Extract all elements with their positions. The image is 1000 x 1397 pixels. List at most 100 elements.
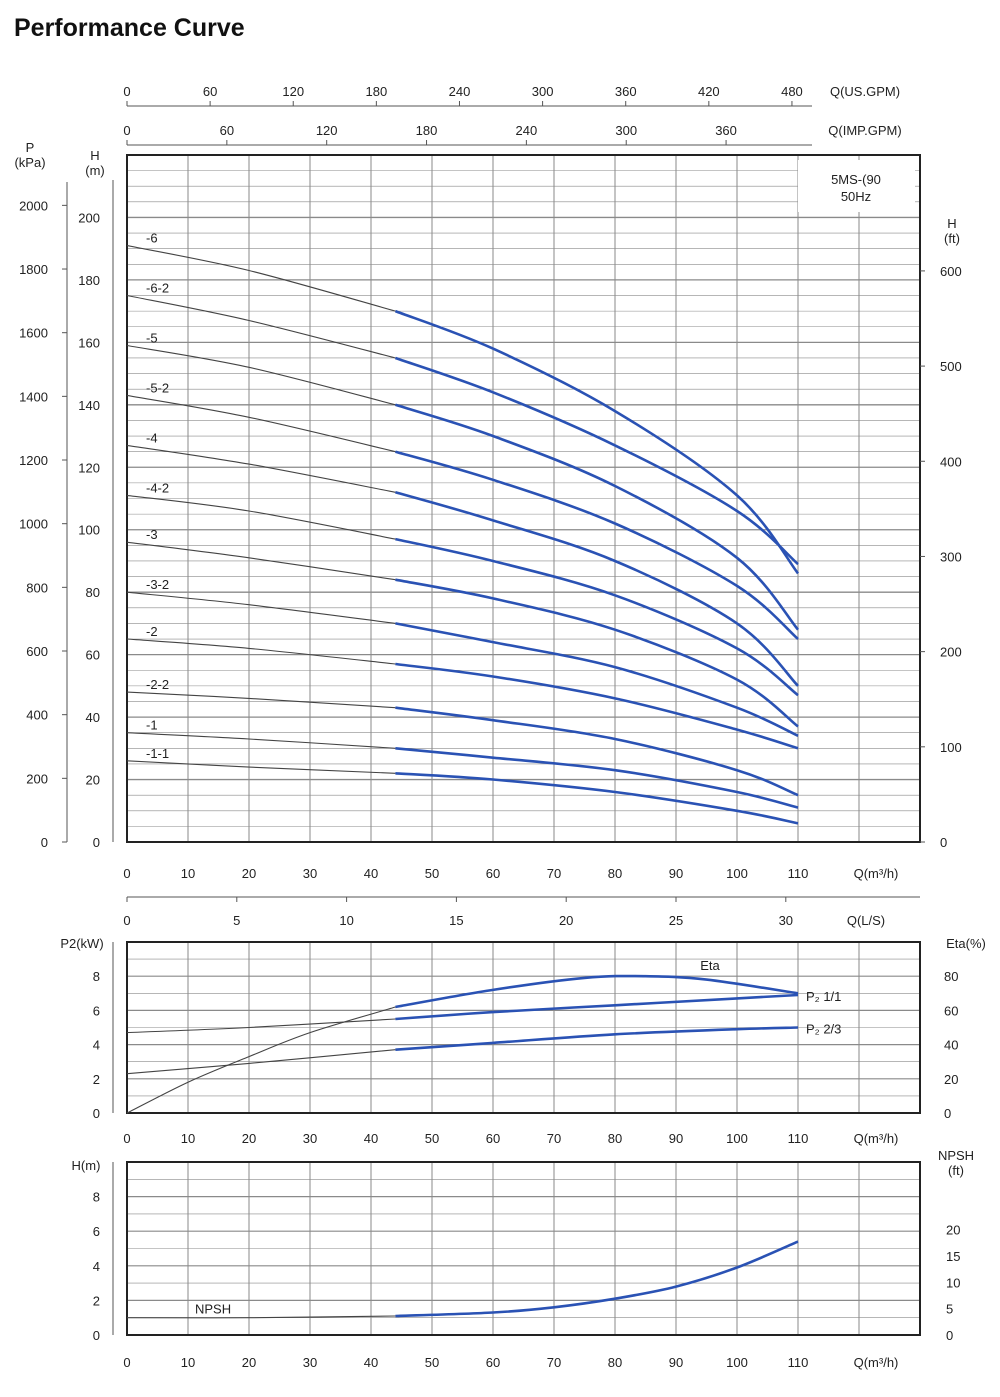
x-tick-label: 80 xyxy=(608,866,622,881)
model-label: 5MS-(90 xyxy=(831,172,881,187)
curve-line xyxy=(395,974,799,1009)
y-tick-label: 6 xyxy=(93,1003,100,1018)
curve-line xyxy=(395,1240,799,1318)
top-axis-tick-label: 0 xyxy=(123,913,130,928)
curve-line-low-flow xyxy=(126,1315,396,1319)
npsh-ft-tick-label: 15 xyxy=(946,1249,960,1264)
top-axis-tick-label: 20 xyxy=(559,913,573,928)
top-axis-tick-label: 5 xyxy=(233,913,240,928)
x-tick-label: 40 xyxy=(364,1131,378,1146)
y-axis-label: P2(kW) xyxy=(60,936,103,951)
y-tick-label: 200 xyxy=(78,210,100,225)
ft-tick-label: 0 xyxy=(940,835,947,850)
top-axis-tick-label: 300 xyxy=(532,84,554,99)
y-axis-label: H(m) xyxy=(72,1158,101,1173)
top-axis-tick-label: 360 xyxy=(715,123,737,138)
x-tick-label: 0 xyxy=(123,1131,130,1146)
top-axis-tick-label: 480 xyxy=(781,84,803,99)
x-tick-label: 30 xyxy=(303,866,317,881)
y-tick-label: 100 xyxy=(78,523,100,538)
top-axis-tick-label: 60 xyxy=(203,84,217,99)
kpa-tick-label: 1000 xyxy=(19,517,48,532)
x-tick-label: 10 xyxy=(181,866,195,881)
curve-line-low-flow xyxy=(126,494,396,540)
curve-line xyxy=(395,706,799,797)
kpa-tick-label: 1400 xyxy=(19,389,48,404)
curve-line xyxy=(395,491,799,687)
eta-axis-label: Eta(%) xyxy=(946,936,986,951)
curve-label: -2 xyxy=(146,624,158,639)
ft-tick-label: 200 xyxy=(940,645,962,660)
curve-label: -6 xyxy=(146,231,158,246)
kpa-tick-label: 600 xyxy=(26,644,48,659)
curve-line xyxy=(395,578,799,728)
curve-line xyxy=(394,309,800,575)
kpa-tick-label: 1600 xyxy=(19,326,48,341)
x-tick-label: 40 xyxy=(364,1355,378,1370)
curve-label: -3-2 xyxy=(146,577,169,592)
curve-label: -4-2 xyxy=(146,480,169,495)
curve-label: -5 xyxy=(146,330,158,345)
head-chart: 5MS-(90 50Hz 0 10 20 30 40 50 60 70 80 90 100 110 Q(m³… xyxy=(14,84,961,881)
x-axis-label: Q(m³/h) xyxy=(854,1131,899,1146)
x-tick-label: 100 xyxy=(726,1131,748,1146)
y-tick-label: 80 xyxy=(86,585,100,600)
top-axis-label: Q(L/S) xyxy=(847,913,885,928)
curve-line xyxy=(395,537,799,697)
top-axis-tick-label: 0 xyxy=(123,84,130,99)
curve-line-low-flow xyxy=(126,1049,396,1075)
curve-line xyxy=(395,450,799,640)
x-tick-label: 100 xyxy=(726,866,748,881)
curve-label: -1-1 xyxy=(146,746,169,761)
top-axis-label: Q(IMP.GPM) xyxy=(828,123,901,138)
curve-line-low-flow xyxy=(126,638,396,665)
npsh-ft-tick-label: 5 xyxy=(946,1302,953,1317)
x-tick-label: 20 xyxy=(242,1131,256,1146)
curve-line-low-flow xyxy=(126,732,396,749)
x-tick-label: 110 xyxy=(788,1355,809,1370)
y-tick-label: 60 xyxy=(86,648,100,663)
y-tick-label: 4 xyxy=(93,1038,100,1053)
ft-tick-label: 400 xyxy=(940,454,962,469)
y-tick-label: 2 xyxy=(93,1293,100,1308)
model-label-box xyxy=(798,160,915,212)
y-tick-label: 40 xyxy=(86,710,100,725)
top-axis-tick-label: 10 xyxy=(339,913,353,928)
top-axis-tick-label: 25 xyxy=(669,913,683,928)
curve-label: NPSH xyxy=(195,1302,231,1317)
npsh-ft-axis-label: NPSH (ft) xyxy=(938,1148,974,1178)
curve-line-low-flow xyxy=(126,1018,396,1034)
curve-line xyxy=(395,1026,799,1051)
x-tick-label: 110 xyxy=(788,866,809,881)
curve-label: P₂ 2/3 xyxy=(806,1022,841,1037)
x-tick-label: 30 xyxy=(303,1131,317,1146)
curve-label: Eta xyxy=(700,958,720,973)
x-tick-label: 0 xyxy=(123,866,130,881)
top-axis-tick-label: 15 xyxy=(449,913,463,928)
x-tick-label: 30 xyxy=(303,1355,317,1370)
curve-line-low-flow xyxy=(126,245,396,312)
y-tick-label: 8 xyxy=(93,969,100,984)
plot-frame xyxy=(126,1161,921,1336)
npsh-ft-tick-label: 0 xyxy=(946,1328,953,1343)
curve-label: -1 xyxy=(146,718,158,733)
y-tick-label: 160 xyxy=(78,335,100,350)
x-tick-label: 60 xyxy=(486,1131,500,1146)
curve-line xyxy=(395,747,799,809)
npsh-ft-tick-label: 10 xyxy=(946,1275,960,1290)
curve-line-low-flow xyxy=(126,1006,396,1114)
eta-tick-label: 80 xyxy=(944,969,958,984)
curve-label: -2-2 xyxy=(146,677,169,692)
top-axis-tick-label: 420 xyxy=(698,84,720,99)
plot-frame xyxy=(126,154,921,843)
top-axis-tick-label: 300 xyxy=(615,123,637,138)
y-tick-label: 0 xyxy=(93,1328,100,1343)
curve-label: P₂ 1/1 xyxy=(806,989,841,1004)
curve-line xyxy=(395,403,799,631)
kpa-tick-label: 200 xyxy=(26,771,48,786)
curve-line-low-flow xyxy=(126,294,396,359)
kpa-tick-label: 0 xyxy=(41,835,48,850)
top-axis-tick-label: 60 xyxy=(220,123,234,138)
y-tick-label: 120 xyxy=(78,460,100,475)
y-tick-label: 8 xyxy=(93,1190,100,1205)
